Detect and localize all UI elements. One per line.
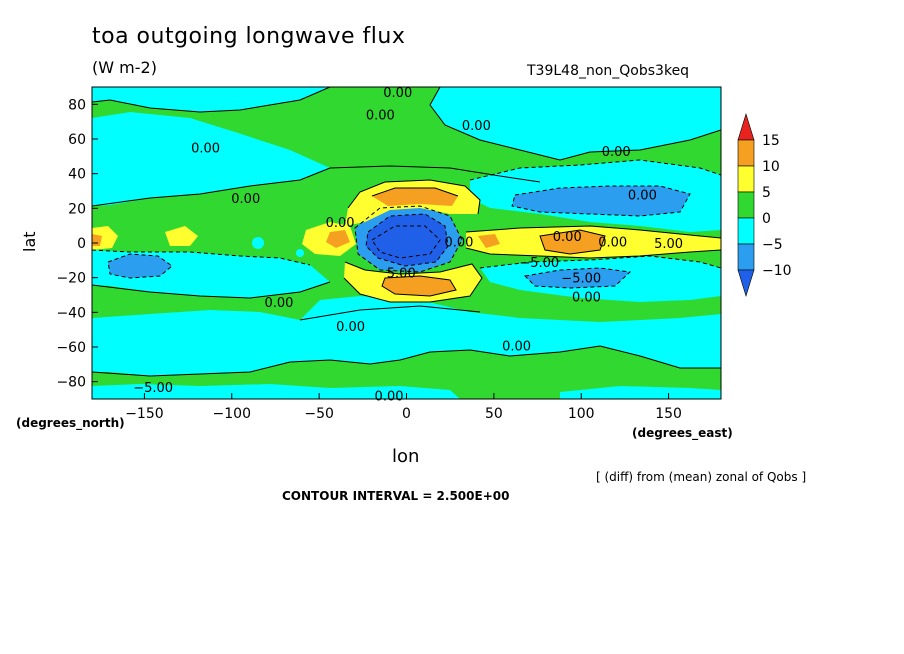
x-tick-label: 100 bbox=[568, 406, 595, 422]
y-tick-label: −20 bbox=[56, 271, 86, 287]
contour-label: 0.00 bbox=[462, 119, 491, 134]
x-axis-note: (degrees_east) bbox=[632, 426, 733, 440]
contour-label: −5.00 bbox=[133, 381, 173, 396]
y-tick-label: 80 bbox=[68, 97, 86, 113]
x-tick-label: 150 bbox=[655, 406, 682, 422]
colorbar-segment bbox=[737, 165, 755, 193]
y-axis: 80 60 40 20 0 −20 −40 −60 −80 bbox=[56, 97, 98, 391]
negative-strong-core bbox=[366, 214, 448, 266]
contour-label: 0.00 bbox=[231, 192, 260, 207]
y-tick-label: −60 bbox=[56, 340, 86, 356]
contour-label-layer: 0.00 0.00 0.00 0.00 0.00 0.00 0.00 0.00 5.00 −5.0… bbox=[133, 86, 683, 404]
colorbar-label: 10 bbox=[762, 159, 780, 175]
y-tick-label: 20 bbox=[68, 201, 86, 217]
x-axis-label: lon bbox=[392, 446, 420, 467]
contour-label: 0.00 bbox=[598, 235, 627, 250]
x-axis: −150 −100 −50 0 50 100 150 bbox=[125, 393, 682, 422]
contour-label: 0.00 bbox=[383, 86, 412, 101]
contour-label: 5.00 bbox=[654, 237, 683, 252]
contour-label: 0.00 bbox=[375, 390, 404, 405]
contour-label: 5.00 bbox=[387, 266, 416, 281]
chart-title: toa outgoing longwave flux bbox=[92, 24, 406, 49]
y-tick-label: 40 bbox=[68, 167, 86, 183]
run-label: T39L48_non_Qobs3keq bbox=[527, 63, 690, 79]
colorbar: 15 10 5 0 −5 −10 bbox=[737, 112, 792, 298]
contour-label: 0.00 bbox=[628, 188, 657, 203]
positive-strong-regions bbox=[92, 188, 605, 296]
y-tick-label: 60 bbox=[68, 132, 86, 148]
x-tick-label: −100 bbox=[213, 406, 251, 422]
y-tick-label: 0 bbox=[77, 236, 86, 252]
contour-label: 0.00 bbox=[602, 145, 631, 160]
contour-label: 0.00 bbox=[326, 216, 355, 231]
negative-contours bbox=[92, 159, 721, 289]
chart-units: (W m-2) bbox=[92, 58, 157, 77]
colorbar-segment bbox=[737, 243, 755, 271]
x-tick-label: 0 bbox=[402, 406, 411, 422]
contour-interval: CONTOUR INTERVAL = 2.500E+00 bbox=[282, 489, 510, 503]
contour-label: 0.00 bbox=[502, 339, 531, 354]
contour-label: −5.00 bbox=[519, 256, 559, 271]
colorbar-arrow-bottom bbox=[737, 269, 755, 298]
x-tick-label: 50 bbox=[485, 406, 503, 422]
colorbar-arrow-top bbox=[737, 112, 755, 141]
contour-label: −5.00 bbox=[561, 272, 601, 287]
contour-label: 0.00 bbox=[264, 296, 293, 311]
colorbar-segment bbox=[737, 217, 755, 245]
contour-label: 0.00 bbox=[366, 109, 395, 124]
contour-label: 0.00 bbox=[553, 230, 582, 245]
contour-lines bbox=[92, 87, 721, 377]
contour-label: 0.00 bbox=[444, 235, 473, 250]
colorbar-segment bbox=[737, 139, 755, 167]
contour-label: 0.00 bbox=[336, 320, 365, 335]
x-tick-label: −50 bbox=[304, 406, 334, 422]
colorbar-label: −5 bbox=[762, 237, 783, 253]
colorbar-label: −10 bbox=[762, 263, 792, 279]
x-tick-label: −150 bbox=[125, 406, 163, 422]
diff-annotation: [ (diff) from (mean) zonal of Qobs ] bbox=[596, 470, 807, 484]
y-tick-label: −80 bbox=[56, 375, 86, 391]
colorbar-label: 5 bbox=[762, 185, 771, 201]
contour-label: 0.00 bbox=[191, 142, 220, 157]
colorbar-segment bbox=[737, 191, 755, 219]
contour-label: 0.00 bbox=[572, 291, 601, 306]
negative-light-regions bbox=[92, 87, 721, 399]
colorbar-label: 15 bbox=[762, 133, 780, 149]
colorbar-label: 0 bbox=[762, 211, 771, 227]
plot-area bbox=[92, 87, 721, 399]
y-tick-label: −40 bbox=[56, 305, 86, 321]
y-axis-note: (degrees_north) bbox=[16, 416, 125, 430]
